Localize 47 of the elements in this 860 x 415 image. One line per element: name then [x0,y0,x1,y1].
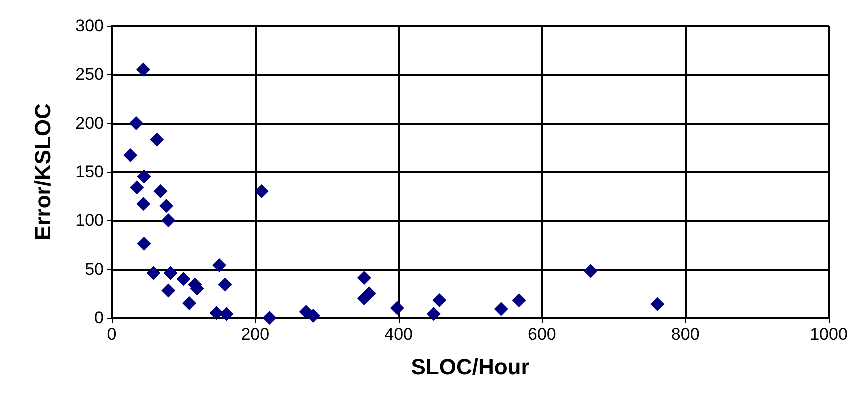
point [136,197,151,212]
point [357,271,372,286]
point [129,116,144,130]
x-tick-label: 200 [241,325,270,344]
point [362,286,376,301]
y-tick-label: 200 [76,114,104,133]
y-tick-label: 300 [76,16,104,36]
x-tick-label: 400 [384,325,413,344]
point [146,266,161,280]
point [432,293,447,308]
point [584,264,598,278]
point [262,311,277,325]
point [159,199,174,214]
x-tick-label: 0 [107,325,117,344]
point [254,184,269,198]
point [512,293,526,308]
x-axis-title: SLOC/Hour [411,354,530,380]
y-axis-title: Error/KSLOC [30,103,56,240]
point [150,132,164,147]
point [210,306,224,320]
point [137,170,152,184]
point [130,180,144,195]
point [306,309,320,324]
x-tick-label: 800 [671,325,700,344]
point [154,184,168,198]
point [212,258,227,272]
point [218,278,232,292]
point [182,296,196,310]
point [220,307,234,322]
point [137,237,152,252]
x-tick-label: 600 [528,325,556,344]
y-tick-label: 150 [76,162,104,182]
y-tick-label: 0 [94,308,104,328]
point [176,272,191,286]
x-tick-label: 1000 [810,325,848,344]
y-tick-label: 50 [85,260,104,279]
point [124,148,138,162]
y-tick-label: 250 [76,65,104,84]
point [164,266,178,280]
point [494,302,508,316]
y-tick-label: 100 [76,211,104,230]
point [136,62,151,77]
point [162,284,176,298]
point [162,214,176,228]
point [650,297,665,312]
point [426,307,441,322]
point [390,301,404,316]
